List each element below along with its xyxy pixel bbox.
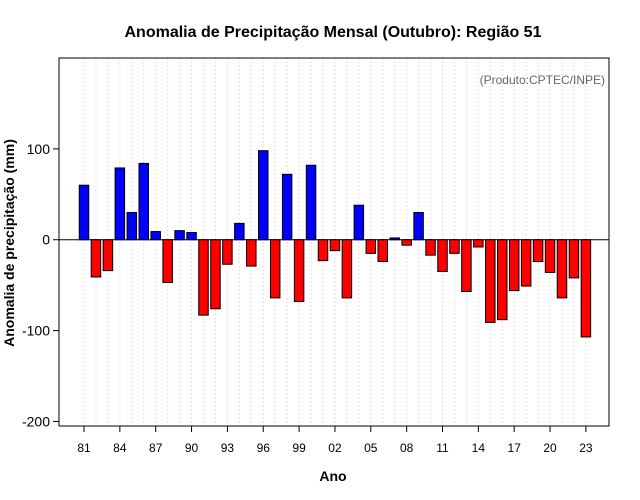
y-tick-label: -200	[22, 413, 50, 429]
bar-2009	[413, 211, 424, 241]
bar-2022	[568, 239, 580, 279]
bar-2003	[341, 239, 353, 299]
bar-2018	[520, 239, 532, 287]
x-tick-label: 23	[579, 441, 593, 455]
bar-2014	[473, 239, 484, 248]
bar-1987	[150, 231, 161, 241]
bar-2000	[305, 164, 317, 241]
bar-1985	[126, 211, 138, 241]
bar-1989	[174, 230, 185, 241]
x-axis-label: Ano	[319, 468, 346, 484]
bar-2008	[401, 239, 412, 246]
bar-1983	[102, 239, 114, 272]
x-axis: 81 84 87 90 93 96 99 02 05 08 11 14 17 20 23	[77, 426, 593, 455]
bar-1993	[222, 239, 233, 265]
bar-2011	[437, 239, 448, 273]
x-tick-label: 14	[472, 441, 486, 455]
x-tick-label: 20	[543, 441, 557, 455]
bar-2010	[425, 239, 436, 256]
bar-1996	[258, 150, 269, 241]
x-tick-label: 96	[257, 441, 271, 455]
y-tick-label: -100	[22, 323, 50, 339]
bar-1994	[234, 222, 245, 241]
bar-1988	[162, 239, 173, 283]
bar-2013	[461, 239, 472, 293]
y-tick-label: 100	[27, 141, 51, 157]
x-tick-label: 99	[292, 441, 306, 455]
x-tick-label: 02	[328, 441, 342, 455]
bar-2021	[556, 239, 568, 299]
x-tick-label: 90	[185, 441, 199, 455]
bar-1984	[114, 167, 126, 241]
bar-1995	[246, 239, 257, 267]
bar-2017	[508, 239, 520, 292]
y-axis: -200 -100 0 100	[22, 141, 59, 429]
bar-2005	[365, 239, 377, 254]
bar-1990	[186, 231, 197, 241]
x-tick-label: 08	[400, 441, 414, 455]
bar-1991	[198, 239, 209, 316]
x-tick-label: 84	[113, 441, 127, 455]
bars	[78, 150, 592, 338]
y-tick-label: 0	[42, 232, 50, 248]
x-tick-label: 87	[149, 441, 163, 455]
bar-1997	[269, 239, 281, 299]
bar-2012	[449, 239, 460, 254]
x-tick-label: 93	[221, 441, 235, 455]
bar-1982	[90, 239, 102, 278]
bar-1981	[78, 184, 90, 241]
x-tick-label: 05	[364, 441, 378, 455]
bar-1986	[138, 162, 149, 241]
bar-1998	[281, 173, 293, 241]
bar-2001	[317, 239, 329, 262]
x-tick-label: 11	[436, 441, 449, 455]
bar-2002	[329, 239, 341, 252]
bar-1992	[210, 239, 221, 310]
bar-2006	[377, 239, 388, 263]
x-tick-label: 17	[508, 441, 522, 455]
bar-2015	[485, 239, 496, 323]
bar-2016	[497, 239, 508, 321]
bar-2019	[532, 239, 544, 263]
x-tick-label: 81	[77, 441, 91, 455]
credit-text: (Produto:CPTEC/INPE)	[480, 73, 605, 87]
plot-frame	[58, 57, 610, 427]
bar-2004	[353, 204, 365, 241]
bar-2007	[389, 237, 400, 241]
y-axis-label: Anomalia de precipitação (mm)	[1, 139, 17, 347]
bar-1999	[293, 239, 305, 303]
chart-title: Anomalia de Precipitação Mensal (Outubro…	[125, 24, 542, 41]
bar-2020	[544, 239, 556, 273]
bar-2023	[580, 239, 592, 338]
